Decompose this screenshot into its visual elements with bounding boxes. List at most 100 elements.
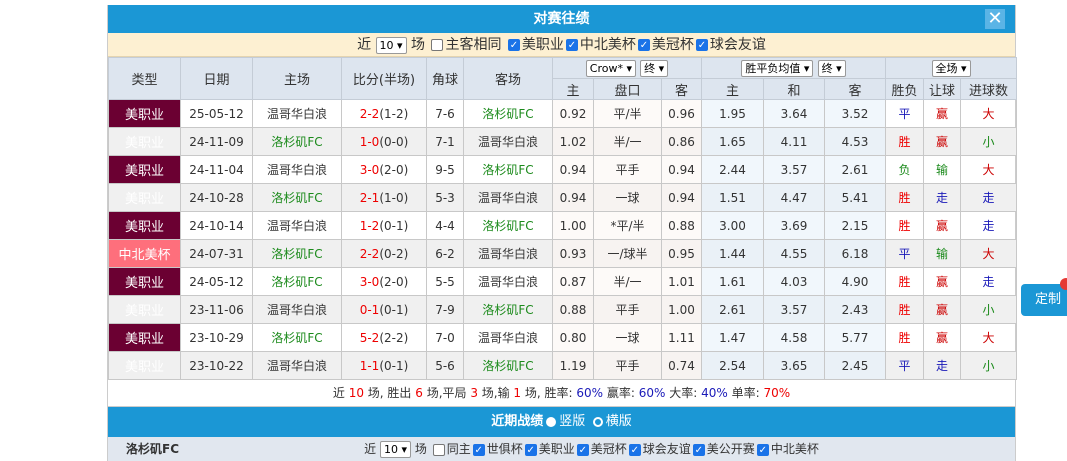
home-team[interactable]: 温哥华白浪 [252, 155, 342, 184]
asian-home-odds: 0.88 [552, 295, 594, 324]
score[interactable]: 2-2(0-2) [341, 239, 427, 268]
sub-header: 主 [701, 78, 765, 100]
euro-type-select[interactable]: 胜平负均值 ▾ [741, 59, 814, 77]
league-label: 美职业 [538, 442, 575, 456]
euro-odds: 4.03 [763, 267, 826, 296]
home-team[interactable]: 温哥华白浪 [252, 351, 342, 380]
customize-button[interactable]: 定制 [1021, 284, 1067, 316]
league-checkbox[interactable]: ✓ [565, 39, 578, 51]
home-team[interactable]: 洛杉矶FC [252, 183, 342, 212]
asian-home-odds: 0.94 [552, 183, 594, 212]
score[interactable]: 2-1(1-0) [341, 183, 427, 212]
league-checkbox[interactable]: ✓ [628, 443, 641, 456]
euro-odds: 1.61 [701, 267, 765, 296]
corners: 5-3 [426, 183, 464, 212]
recent-form-bar: 近期战绩 竖版 横版 [108, 407, 1015, 437]
result-goals: 小 [960, 295, 1018, 324]
corners: 7-6 [426, 99, 464, 128]
unit-label: 场 [414, 442, 427, 456]
league-checkbox[interactable]: ✓ [576, 443, 589, 456]
score[interactable]: 1-0(0-0) [341, 127, 427, 156]
col-corner: 角球 [426, 57, 464, 100]
half-score: (0-1) [379, 302, 409, 317]
score[interactable]: 1-2(0-1) [341, 211, 427, 240]
league-checkbox[interactable]: ✓ [756, 443, 769, 456]
league-checkbox[interactable]: ✓ [472, 443, 485, 456]
league-type[interactable]: 美职业 [108, 155, 181, 184]
match-count-select[interactable]: 10 ▾ [375, 36, 407, 54]
away-team[interactable]: 温哥华白浪 [463, 239, 553, 268]
filter-bar: 近 10 ▾ 场 主客相同 ✓ 美职业 ✓ 中北美杯 ✓ 美冠杯 ✓ 球会友谊 [108, 33, 1015, 57]
asian-stage-select[interactable]: 终 ▾ [640, 59, 669, 77]
result-wdl: 胜 [885, 127, 925, 156]
league-type[interactable]: 美职业 [108, 323, 181, 352]
summary-part: 场,平局 [422, 386, 471, 400]
asian-away-odds: 0.86 [660, 127, 703, 156]
away-team[interactable]: 洛杉矶FC [463, 211, 553, 240]
home-team[interactable]: 温哥华白浪 [252, 99, 342, 128]
horizontal-radio[interactable] [592, 416, 603, 427]
home-team[interactable]: 洛杉矶FC [252, 239, 342, 268]
score[interactable]: 3-0(2-0) [341, 155, 427, 184]
summary-part: 场, 胜出 [363, 386, 416, 400]
euro-odds: 2.54 [701, 351, 765, 380]
score[interactable]: 2-2(1-2) [341, 99, 427, 128]
summary-part: 单率: [727, 386, 764, 400]
home-team[interactable]: 温哥华白浪 [252, 211, 342, 240]
home-team[interactable]: 温哥华白浪 [252, 295, 342, 324]
league-type[interactable]: 美职业 [108, 211, 181, 240]
league-checkbox[interactable]: ✓ [695, 39, 708, 51]
away-team[interactable]: 温哥华白浪 [463, 267, 553, 296]
team-count-select[interactable]: 10 ▾ [380, 441, 412, 458]
col-home: 主场 [252, 57, 342, 100]
league-checkbox[interactable]: ✓ [524, 443, 537, 456]
result-handicap: 输 [923, 239, 962, 268]
league-type[interactable]: 美职业 [108, 351, 181, 380]
handicap: 平手 [593, 351, 662, 380]
home-team[interactable]: 洛杉矶FC [252, 127, 342, 156]
away-team[interactable]: 洛杉矶FC [463, 155, 553, 184]
home-team[interactable]: 洛杉矶FC [252, 323, 342, 352]
away-team[interactable]: 洛杉矶FC [463, 295, 553, 324]
away-team[interactable]: 温哥华白浪 [463, 323, 553, 352]
league-checkbox[interactable]: ✓ [637, 39, 650, 51]
close-icon[interactable]: ✕ [985, 9, 1005, 29]
vertical-radio[interactable] [546, 416, 557, 427]
home-team[interactable]: 洛杉矶FC [252, 267, 342, 296]
score[interactable]: 3-0(2-0) [341, 267, 427, 296]
euro-odds: 1.65 [701, 127, 765, 156]
half-score: (1-0) [379, 190, 409, 205]
league-checkbox[interactable]: ✓ [692, 443, 705, 456]
league-type[interactable]: 美职业 [108, 183, 181, 212]
table-row: 美职业 23-11-06 温哥华白浪 0-1(0-1) 7-9 洛杉矶FC 0.88 平手 1.… [108, 295, 1018, 324]
full-score: 1-2 [359, 218, 380, 233]
score[interactable]: 0-1(0-1) [341, 295, 427, 324]
league-type[interactable]: 美职业 [108, 99, 181, 128]
result-handicap: 赢 [923, 127, 962, 156]
league-type[interactable]: 美职业 [108, 267, 181, 296]
away-team[interactable]: 温哥华白浪 [463, 183, 553, 212]
sub-header: 主 [552, 78, 594, 100]
period-select[interactable]: 全场 ▾ [931, 59, 971, 77]
summary-part: 70% [763, 386, 791, 400]
euro-odds: 3.57 [763, 295, 826, 324]
away-team[interactable]: 温哥华白浪 [463, 127, 553, 156]
score[interactable]: 5-2(2-2) [341, 323, 427, 352]
league-type[interactable]: 美职业 [108, 127, 181, 156]
away-team[interactable]: 洛杉矶FC [463, 99, 553, 128]
same-home-checkbox[interactable] [432, 443, 445, 456]
euro-odds: 4.47 [763, 183, 826, 212]
asian-company-select[interactable]: Crow* ▾ [585, 59, 637, 77]
near-label: 近 [364, 442, 377, 456]
away-team[interactable]: 洛杉矶FC [463, 351, 553, 380]
same-home-checkbox[interactable] [431, 39, 444, 51]
euro-stage-select[interactable]: 终 ▾ [817, 59, 846, 77]
league-label: 美职业 [521, 37, 564, 53]
league-checkbox[interactable]: ✓ [507, 39, 520, 51]
score[interactable]: 1-1(0-1) [341, 351, 427, 380]
euro-odds: 4.58 [763, 323, 826, 352]
league-type[interactable]: 中北美杯 [108, 239, 181, 268]
league-type[interactable]: 美职业 [108, 295, 181, 324]
corners: 7-9 [426, 295, 464, 324]
matches-table: 类型 日期 主场 比分(半场) 角球 客场 Crow* ▾ 终 ▾ 胜平负均值 … [108, 57, 1018, 380]
